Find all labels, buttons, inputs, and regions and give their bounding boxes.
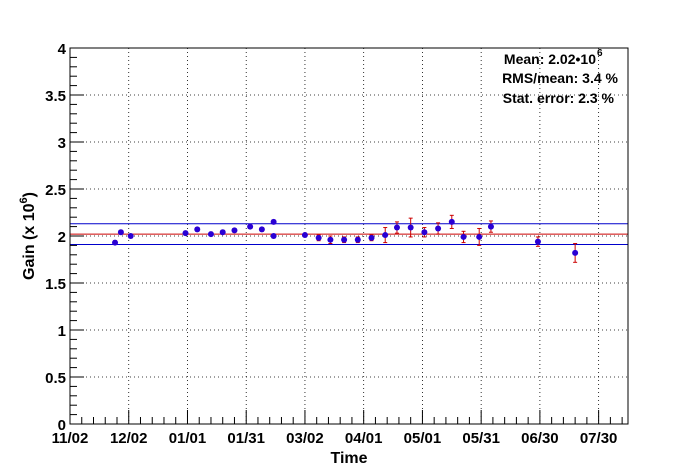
stat-mean: Mean: 2.02•10	[504, 51, 596, 67]
data-marker	[258, 226, 265, 233]
y-tick-label: 0.5	[45, 370, 66, 387]
stat-mean-sep: •	[576, 51, 581, 67]
data-marker	[421, 229, 428, 236]
x-tick-label: 03/02	[286, 430, 324, 447]
data-point	[341, 236, 348, 244]
data-marker	[182, 230, 189, 237]
data-marker	[382, 232, 389, 239]
data-marker	[194, 226, 201, 233]
y-tick-label: 1	[58, 323, 66, 340]
data-point	[194, 226, 201, 233]
data-marker	[270, 233, 277, 239]
data-points	[112, 214, 579, 263]
y-tick-label: 2.5	[45, 182, 66, 199]
data-marker	[460, 233, 467, 240]
data-marker	[368, 234, 375, 241]
data-point	[435, 222, 442, 235]
data-point	[368, 234, 375, 242]
y-tick-label: 0	[58, 417, 66, 434]
y-tick-label: 2	[58, 229, 66, 246]
data-point	[112, 239, 119, 246]
data-point	[460, 230, 467, 244]
axes: 0 0.5 1 1.5 2 2.5 3 3.5 4 11/02 12/02 01/01 01/31 03/…	[45, 41, 623, 447]
data-point	[534, 236, 541, 247]
x-axis-title: Time	[330, 450, 367, 467]
data-point	[487, 220, 494, 233]
data-point	[315, 234, 322, 242]
y-tick-label: 3.5	[45, 88, 66, 105]
x-tick-label: 04/01	[345, 430, 383, 447]
y-tick-label: 3	[58, 135, 66, 152]
data-point	[219, 229, 226, 236]
x-tick-label: 01/31	[227, 430, 265, 447]
data-marker	[117, 229, 124, 236]
data-point	[382, 227, 389, 244]
x-tick-label: 06/30	[521, 430, 559, 447]
data-marker	[476, 233, 483, 240]
data-point	[393, 221, 400, 234]
data-point	[407, 217, 414, 238]
y-axis-title-exponent: 6	[18, 197, 30, 203]
y-axis-title-close: )	[21, 192, 38, 197]
stat-rms: RMS/mean: 3.4 %	[502, 70, 618, 86]
x-tick-label: 07/30	[580, 430, 618, 447]
x-tick-label: 12/02	[110, 430, 148, 447]
y-axis-title: Gain (x 106)	[18, 192, 38, 280]
data-marker	[247, 223, 254, 230]
data-point	[572, 243, 579, 263]
data-marker	[231, 227, 238, 234]
data-point	[231, 227, 238, 234]
data-marker	[301, 232, 308, 239]
data-marker	[572, 249, 579, 256]
y-tick-label: 4	[58, 41, 67, 58]
stat-mean-exponent: 6	[597, 48, 603, 59]
data-point	[127, 233, 134, 239]
data-point	[270, 233, 277, 239]
stat-mean-label: Mean: 2.02	[504, 51, 576, 67]
data-marker	[327, 236, 334, 243]
stat-mean-base: 10	[580, 51, 596, 67]
data-marker	[341, 236, 348, 243]
data-marker	[435, 225, 442, 232]
data-marker	[487, 223, 494, 230]
y-tick-label: 1.5	[45, 276, 66, 293]
data-marker	[407, 224, 414, 231]
data-point	[301, 232, 308, 239]
data-marker	[354, 236, 361, 243]
x-tick-label: 01/01	[169, 430, 207, 447]
data-marker	[534, 238, 541, 245]
data-point	[476, 227, 483, 246]
data-point	[182, 230, 189, 237]
data-point	[421, 227, 428, 238]
data-point	[270, 218, 277, 225]
y-axis-title-text: Gain (x 10	[21, 203, 38, 280]
data-marker	[393, 224, 400, 231]
data-point	[354, 236, 361, 244]
data-marker	[112, 239, 119, 246]
data-marker	[270, 218, 277, 225]
stat-error: Stat. error: 2.3 %	[503, 90, 615, 106]
data-point	[247, 223, 254, 230]
x-tick-label: 11/02	[52, 430, 89, 447]
data-marker	[219, 229, 226, 236]
x-tick-label: 05/01	[404, 430, 442, 447]
data-point	[327, 235, 334, 245]
data-point	[258, 226, 265, 233]
data-marker	[127, 233, 134, 239]
x-tick-label: 05/31	[462, 430, 500, 447]
data-point	[117, 229, 124, 236]
reference-lines	[70, 223, 628, 245]
data-marker	[315, 234, 322, 241]
data-point	[207, 231, 214, 238]
data-point	[448, 214, 455, 229]
data-marker	[448, 218, 455, 225]
stats-box: Mean: 2.02•10 6 RMS/mean: 3.4 % Stat. er…	[502, 48, 618, 106]
data-marker	[207, 231, 214, 238]
